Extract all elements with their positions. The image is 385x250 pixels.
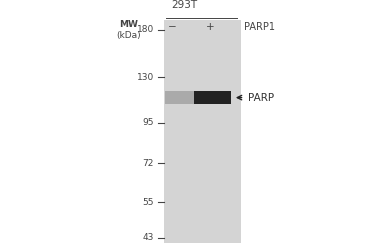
- Text: 293T: 293T: [172, 0, 198, 10]
- Text: 95: 95: [142, 118, 154, 127]
- Text: −: −: [168, 22, 177, 32]
- Text: MW: MW: [119, 20, 139, 29]
- Text: +: +: [206, 22, 214, 32]
- Text: 180: 180: [137, 26, 154, 35]
- Bar: [164, 20, 241, 242]
- Text: 43: 43: [142, 234, 154, 242]
- Bar: [165, 91, 194, 104]
- Text: PARP: PARP: [248, 92, 275, 102]
- Text: PARP1: PARP1: [244, 22, 276, 32]
- Text: 55: 55: [142, 198, 154, 207]
- Text: (kDa): (kDa): [117, 31, 141, 40]
- Bar: [194, 91, 231, 104]
- Text: 72: 72: [142, 158, 154, 168]
- Text: 130: 130: [137, 73, 154, 82]
